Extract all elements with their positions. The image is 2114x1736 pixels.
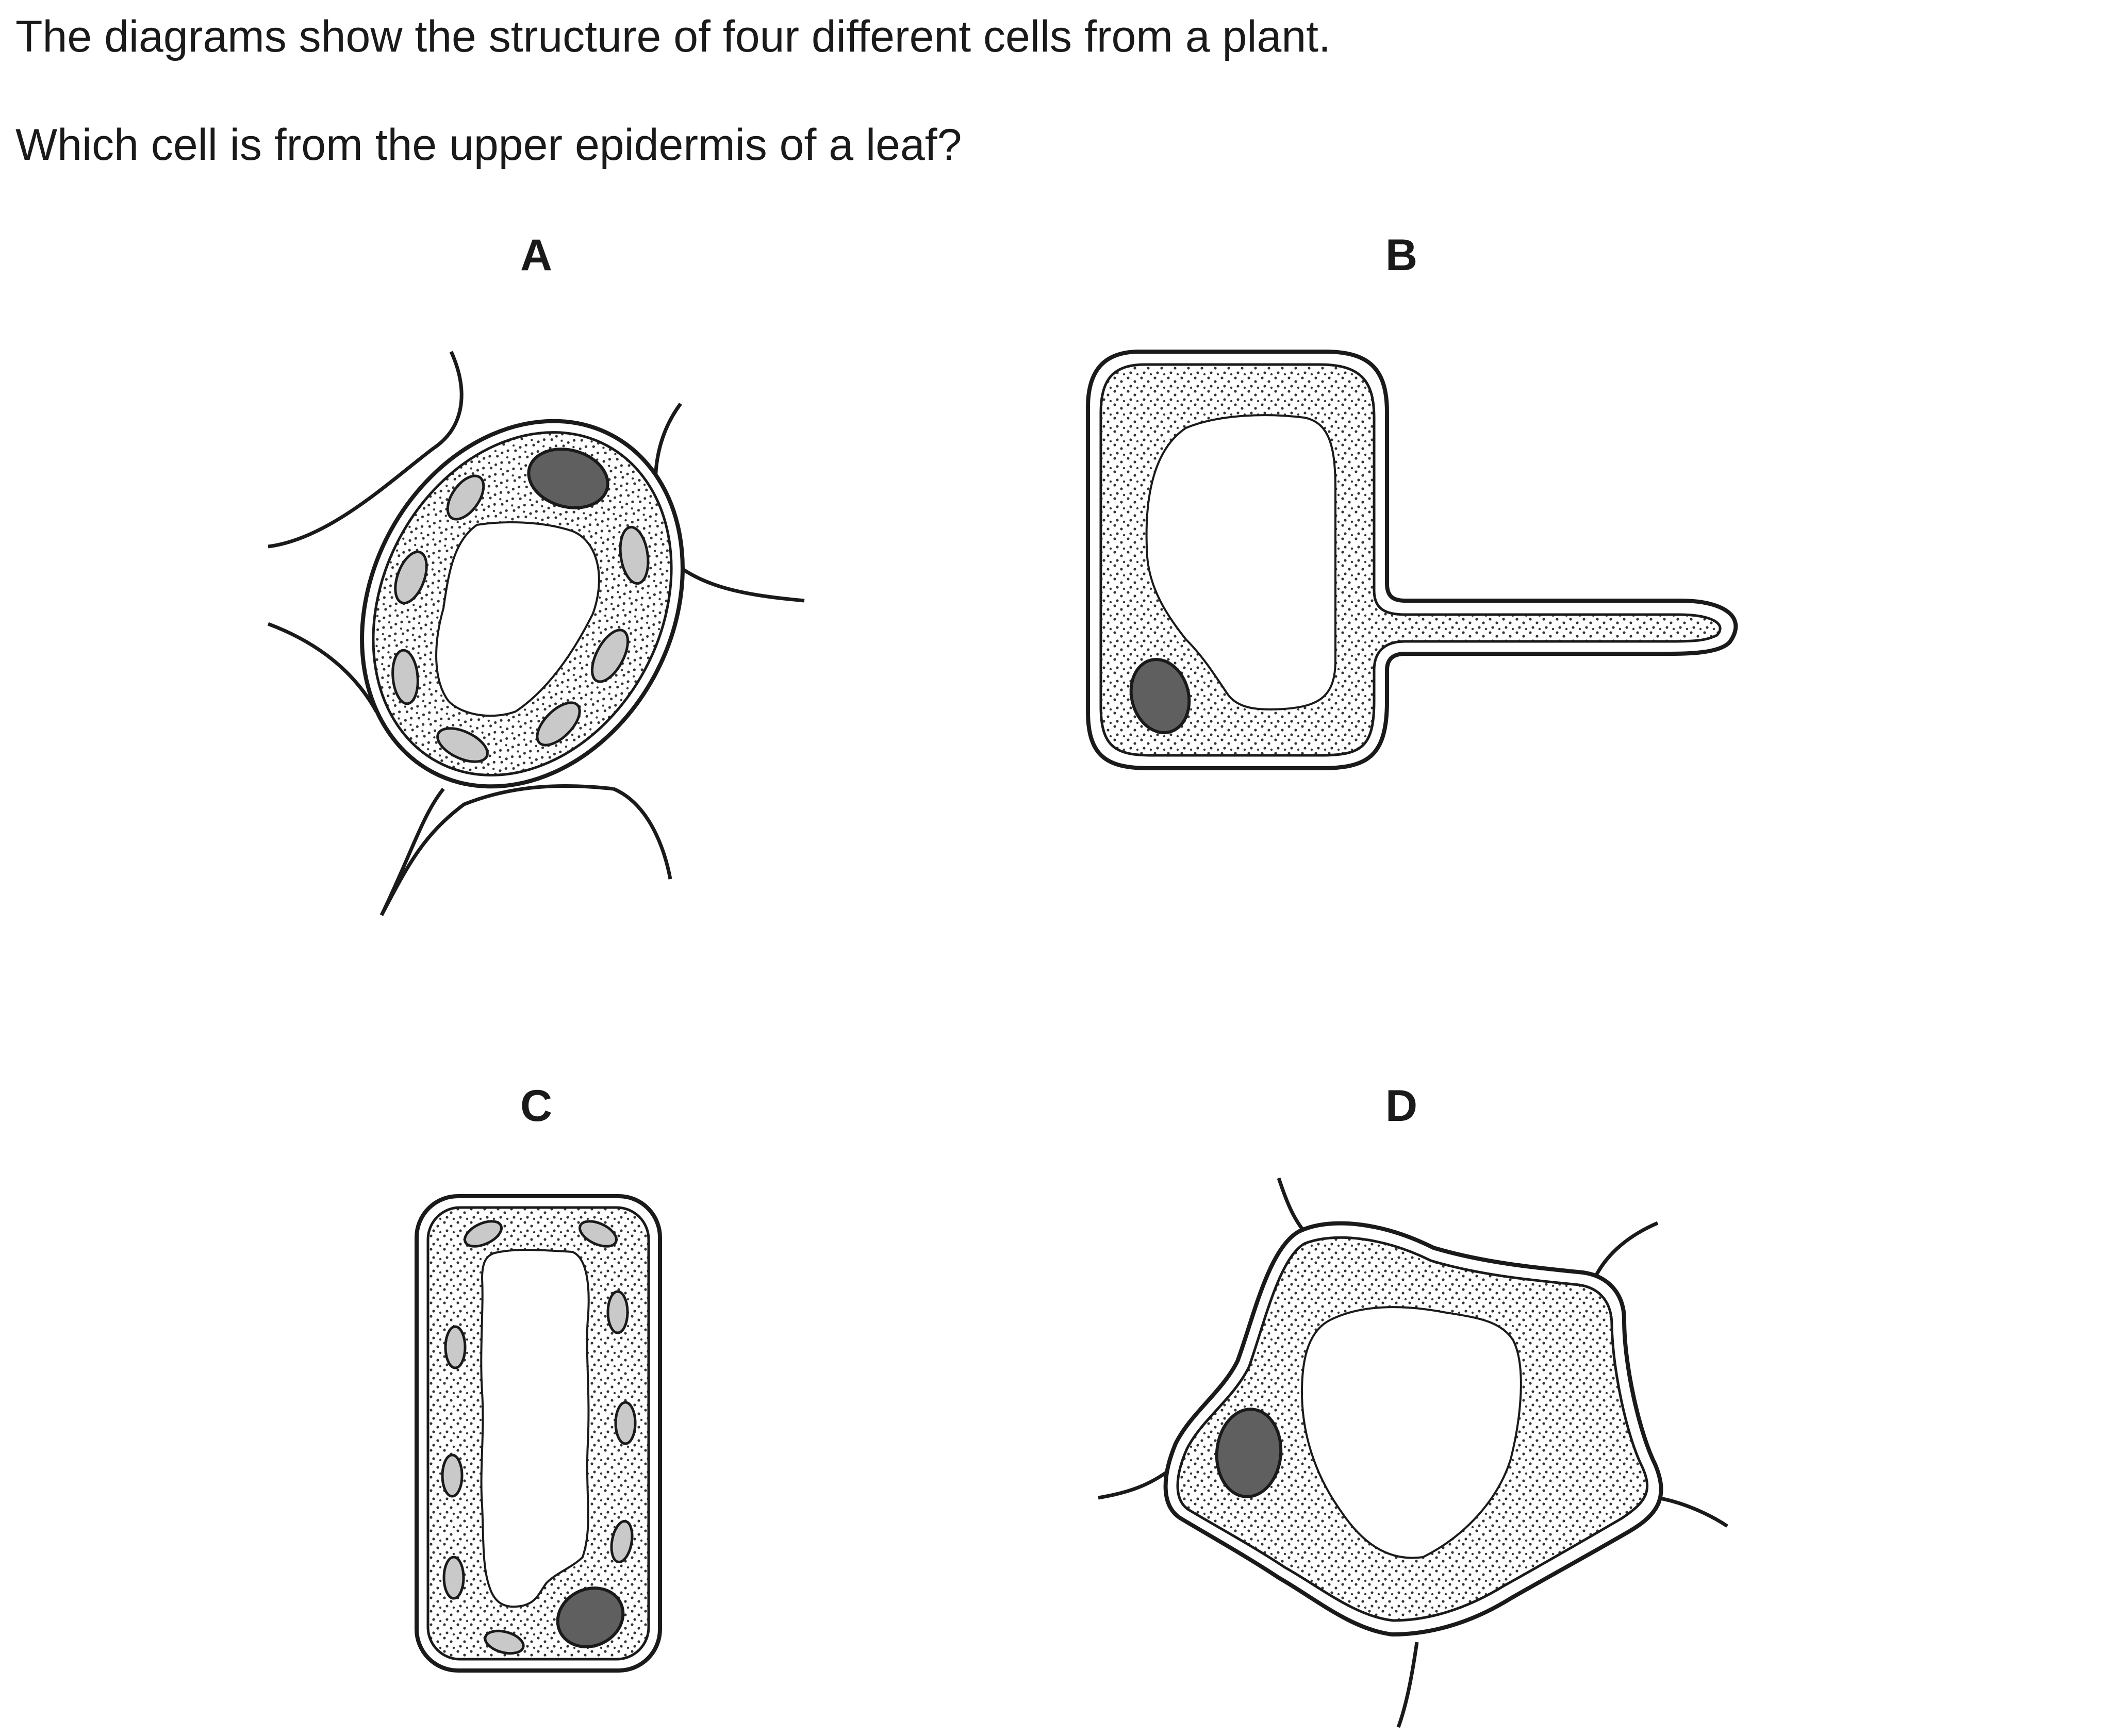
- chloroplast: [436, 727, 489, 763]
- vacuole-c: [480, 1249, 590, 1608]
- cell-b[interactable]: [1086, 350, 1738, 770]
- cell-c[interactable]: [415, 1194, 662, 1673]
- chloroplast: [536, 701, 581, 747]
- nucleus-d: [1215, 1408, 1283, 1498]
- chloroplast: [606, 1290, 629, 1334]
- chloroplast: [441, 1453, 464, 1498]
- vacuole-b: [1145, 414, 1336, 710]
- cell-d[interactable]: [1098, 1177, 1728, 1728]
- vacuole-a: [435, 521, 600, 717]
- option-d-label[interactable]: D: [1385, 1081, 1418, 1131]
- chloroplast: [444, 1325, 467, 1369]
- question-prompt: Which cell is from the upper epidermis o…: [15, 120, 962, 170]
- chloroplast: [614, 1401, 637, 1445]
- option-c-label[interactable]: C: [520, 1081, 553, 1131]
- vacuole-d: [1300, 1306, 1522, 1559]
- neighbour-cell-walls-a: [267, 351, 805, 916]
- nucleus-b: [1129, 658, 1191, 734]
- chloroplast: [579, 1220, 618, 1248]
- chloroplast: [610, 1519, 634, 1564]
- chloroplast: [484, 1629, 525, 1655]
- option-b-label[interactable]: B: [1385, 230, 1418, 280]
- cell-a[interactable]: [267, 351, 805, 916]
- chloroplasts-a: [391, 474, 650, 763]
- question-intro: The diagrams show the structure of four …: [15, 12, 1331, 61]
- chloroplast: [446, 474, 485, 521]
- chloroplast: [394, 550, 428, 605]
- chloroplast: [442, 1556, 465, 1600]
- nucleus-c: [556, 1586, 625, 1648]
- chloroplast: [590, 629, 630, 683]
- chloroplasts-c: [441, 1220, 637, 1655]
- chloroplast: [464, 1220, 503, 1248]
- chloroplast: [619, 525, 650, 585]
- chloroplast: [391, 649, 419, 705]
- option-a-label[interactable]: A: [520, 230, 553, 280]
- nucleus-a: [527, 448, 609, 509]
